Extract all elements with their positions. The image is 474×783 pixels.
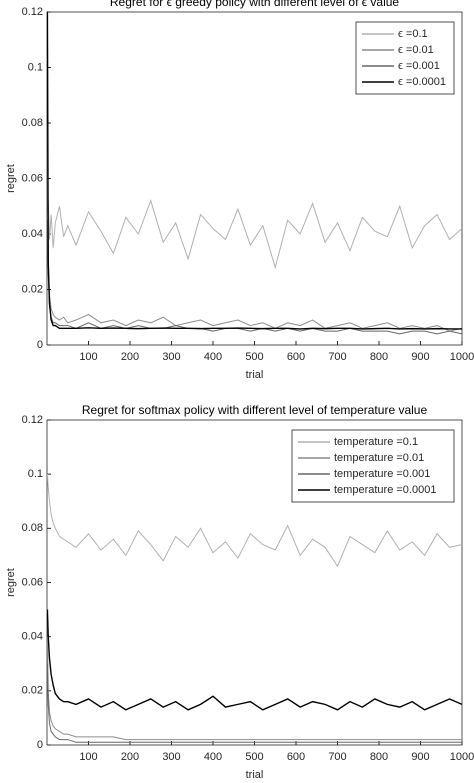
y-tick-label: 0 — [37, 339, 43, 351]
plot-lines — [47, 474, 462, 743]
legend-label: temperature =0.1 — [334, 436, 418, 448]
legend-label: ϵ =0.001 — [398, 60, 440, 72]
x-tick-label: 200 — [121, 751, 139, 763]
y-tick-label: 0.08 — [22, 522, 43, 534]
series-line — [47, 636, 462, 741]
x-tick-label: 400 — [204, 351, 222, 363]
x-axis-label: trial — [246, 369, 264, 381]
plot-lines — [47, 12, 462, 335]
series-line — [47, 663, 462, 743]
legend-label: ϵ =0.0001 — [398, 76, 446, 88]
x-axis-label: trial — [246, 769, 264, 781]
y-tick-label: 0.12 — [22, 414, 43, 426]
x-tick-label: 300 — [162, 351, 180, 363]
x-tick-label: 500 — [245, 351, 263, 363]
y-axis-label: regret — [5, 164, 17, 193]
x-tick-label: 100 — [79, 751, 97, 763]
y-axis-label: regret — [5, 568, 17, 597]
x-tick-label: 800 — [370, 751, 388, 763]
legend-label: temperature =0.001 — [334, 468, 430, 480]
series-line — [47, 178, 462, 332]
y-tick-label: 0.02 — [22, 283, 43, 295]
x-tick-label: 900 — [411, 351, 429, 363]
x-tick-label: 800 — [370, 351, 388, 363]
y-tick-label: 0.02 — [22, 685, 43, 697]
series-line — [47, 12, 462, 330]
series-line — [47, 474, 462, 568]
y-tick-label: 0.04 — [22, 631, 43, 643]
y-tick-label: 0.12 — [22, 6, 43, 18]
x-tick-label: 1000 — [450, 351, 474, 363]
legend-label: temperature =0.0001 — [334, 484, 436, 496]
x-tick-label: 400 — [204, 751, 222, 763]
y-tick-label: 0.1 — [28, 468, 43, 480]
x-tick-label: 600 — [287, 751, 305, 763]
x-tick-label: 700 — [328, 751, 346, 763]
y-tick-label: 0.04 — [22, 228, 43, 240]
chart-title: Regret for softmax policy with different… — [82, 403, 428, 417]
series-line — [47, 122, 462, 335]
y-tick-label: 0.06 — [22, 576, 43, 588]
x-tick-label: 1000 — [450, 751, 474, 763]
legend-label: ϵ =0.1 — [398, 28, 428, 40]
y-tick-label: 0.08 — [22, 117, 43, 129]
y-tick-label: 0.1 — [28, 61, 43, 73]
y-tick-label: 0 — [37, 739, 43, 751]
series-line — [47, 199, 462, 270]
x-tick-label: 900 — [411, 751, 429, 763]
x-tick-label: 100 — [79, 351, 97, 363]
series-line — [47, 609, 462, 711]
x-tick-label: 200 — [121, 351, 139, 363]
x-tick-label: 500 — [245, 751, 263, 763]
chart-title: Regret for ϵ greedy policy with differen… — [110, 0, 400, 9]
x-tick-label: 700 — [328, 351, 346, 363]
x-tick-label: 600 — [287, 351, 305, 363]
y-tick-label: 0.06 — [22, 172, 43, 184]
x-tick-label: 300 — [162, 751, 180, 763]
legend-label: ϵ =0.01 — [398, 44, 434, 56]
legend: temperature =0.1 temperature =0.01 tempera… — [291, 429, 455, 503]
legend-label: temperature =0.01 — [334, 452, 424, 464]
legend: ϵ =0.1 ϵ =0.01 ϵ =0.001 ϵ =0.0001 — [355, 21, 455, 95]
